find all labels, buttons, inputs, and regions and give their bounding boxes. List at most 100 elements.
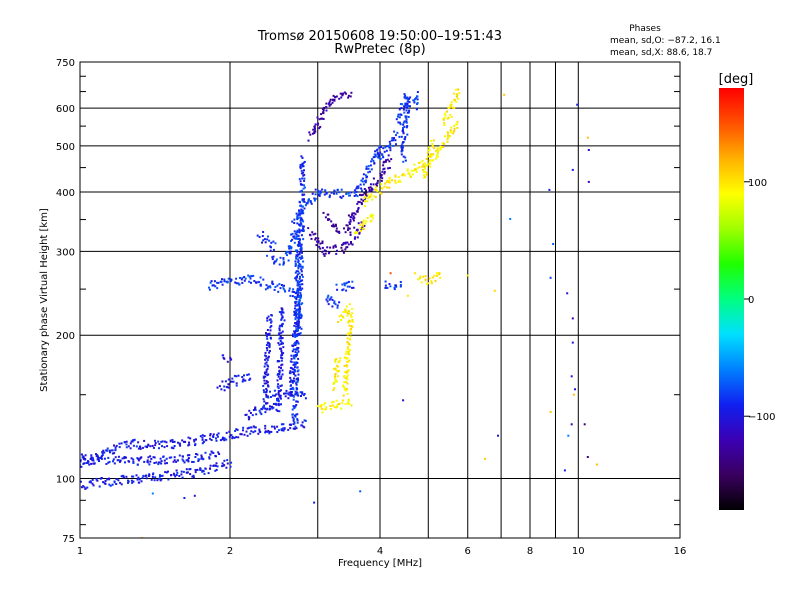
data-point <box>260 413 263 416</box>
data-point <box>247 274 250 277</box>
data-point <box>159 475 162 477</box>
data-point <box>298 300 301 303</box>
data-point-isolated <box>413 272 416 275</box>
data-point <box>324 252 327 255</box>
data-point <box>283 428 286 431</box>
data-point <box>304 204 307 207</box>
data-point <box>100 455 103 458</box>
data-point <box>393 130 396 133</box>
data-point <box>217 432 220 435</box>
data-point <box>388 186 391 189</box>
data-point <box>356 185 359 188</box>
data-point <box>347 94 350 97</box>
data-point <box>248 275 251 278</box>
data-point <box>413 101 416 104</box>
data-point <box>314 237 317 240</box>
data-point <box>281 369 284 372</box>
data-point <box>296 329 299 332</box>
data-point <box>235 382 238 385</box>
data-point-isolated <box>549 276 552 279</box>
data-point <box>245 413 248 416</box>
data-point <box>221 380 224 383</box>
data-point <box>218 453 221 455</box>
data-point <box>385 149 388 152</box>
data-point <box>262 406 265 409</box>
data-point <box>265 390 268 393</box>
data-point <box>317 240 320 243</box>
data-point <box>282 285 285 288</box>
data-point <box>372 156 375 159</box>
data-point <box>296 214 299 217</box>
data-point <box>406 133 409 136</box>
data-point <box>348 350 350 353</box>
data-point <box>282 258 285 261</box>
data-point <box>221 465 223 468</box>
data-point <box>91 478 94 481</box>
data-point <box>163 446 166 449</box>
data-point <box>250 426 253 429</box>
data-point <box>291 416 294 419</box>
data-point <box>290 387 293 390</box>
data-point <box>166 462 168 465</box>
data-point <box>268 430 271 433</box>
data-point <box>283 392 285 395</box>
data-point <box>187 444 190 447</box>
data-point <box>299 283 302 286</box>
data-point <box>101 452 104 455</box>
data-point <box>347 227 350 230</box>
data-point <box>295 249 298 252</box>
data-point <box>291 290 294 293</box>
data-point <box>335 229 338 232</box>
data-point <box>287 259 290 262</box>
data-point <box>281 316 284 319</box>
data-point <box>367 171 370 174</box>
data-point <box>92 459 95 462</box>
data-point <box>319 192 322 195</box>
data-point <box>321 188 324 191</box>
data-point <box>425 164 428 167</box>
data-point <box>140 480 143 483</box>
data-point <box>280 384 283 387</box>
data-point <box>293 218 296 221</box>
data-point <box>333 387 336 390</box>
data-point <box>158 443 161 445</box>
data-point <box>223 278 226 281</box>
data-point <box>217 281 220 284</box>
data-point <box>348 194 351 197</box>
data-point <box>405 118 408 121</box>
data-point <box>297 377 299 380</box>
data-point <box>303 393 306 395</box>
data-point <box>265 347 268 349</box>
data-point <box>293 342 296 345</box>
data-point <box>298 209 300 212</box>
data-point <box>449 103 452 106</box>
data-point <box>154 444 157 447</box>
data-point <box>455 100 458 103</box>
data-point <box>301 251 303 254</box>
data-point <box>254 281 257 284</box>
data-point <box>349 231 352 234</box>
data-point <box>204 451 207 454</box>
data-point <box>295 348 297 351</box>
data-point <box>296 217 299 220</box>
data-point <box>129 447 132 450</box>
data-point <box>344 371 347 374</box>
data-point <box>89 458 92 460</box>
data-point <box>298 306 301 309</box>
data-point <box>442 118 445 121</box>
data-point <box>280 331 283 334</box>
data-point <box>281 337 284 339</box>
data-point <box>281 357 284 360</box>
data-point <box>277 387 280 390</box>
data-point <box>390 139 393 142</box>
data-point <box>268 332 271 335</box>
data-point <box>309 133 312 136</box>
data-point <box>309 200 312 203</box>
data-point <box>299 391 302 394</box>
data-point <box>124 461 126 464</box>
data-point <box>336 288 339 291</box>
data-point <box>374 150 377 153</box>
data-point <box>368 188 371 191</box>
data-point <box>213 464 215 467</box>
data-point <box>341 289 344 292</box>
